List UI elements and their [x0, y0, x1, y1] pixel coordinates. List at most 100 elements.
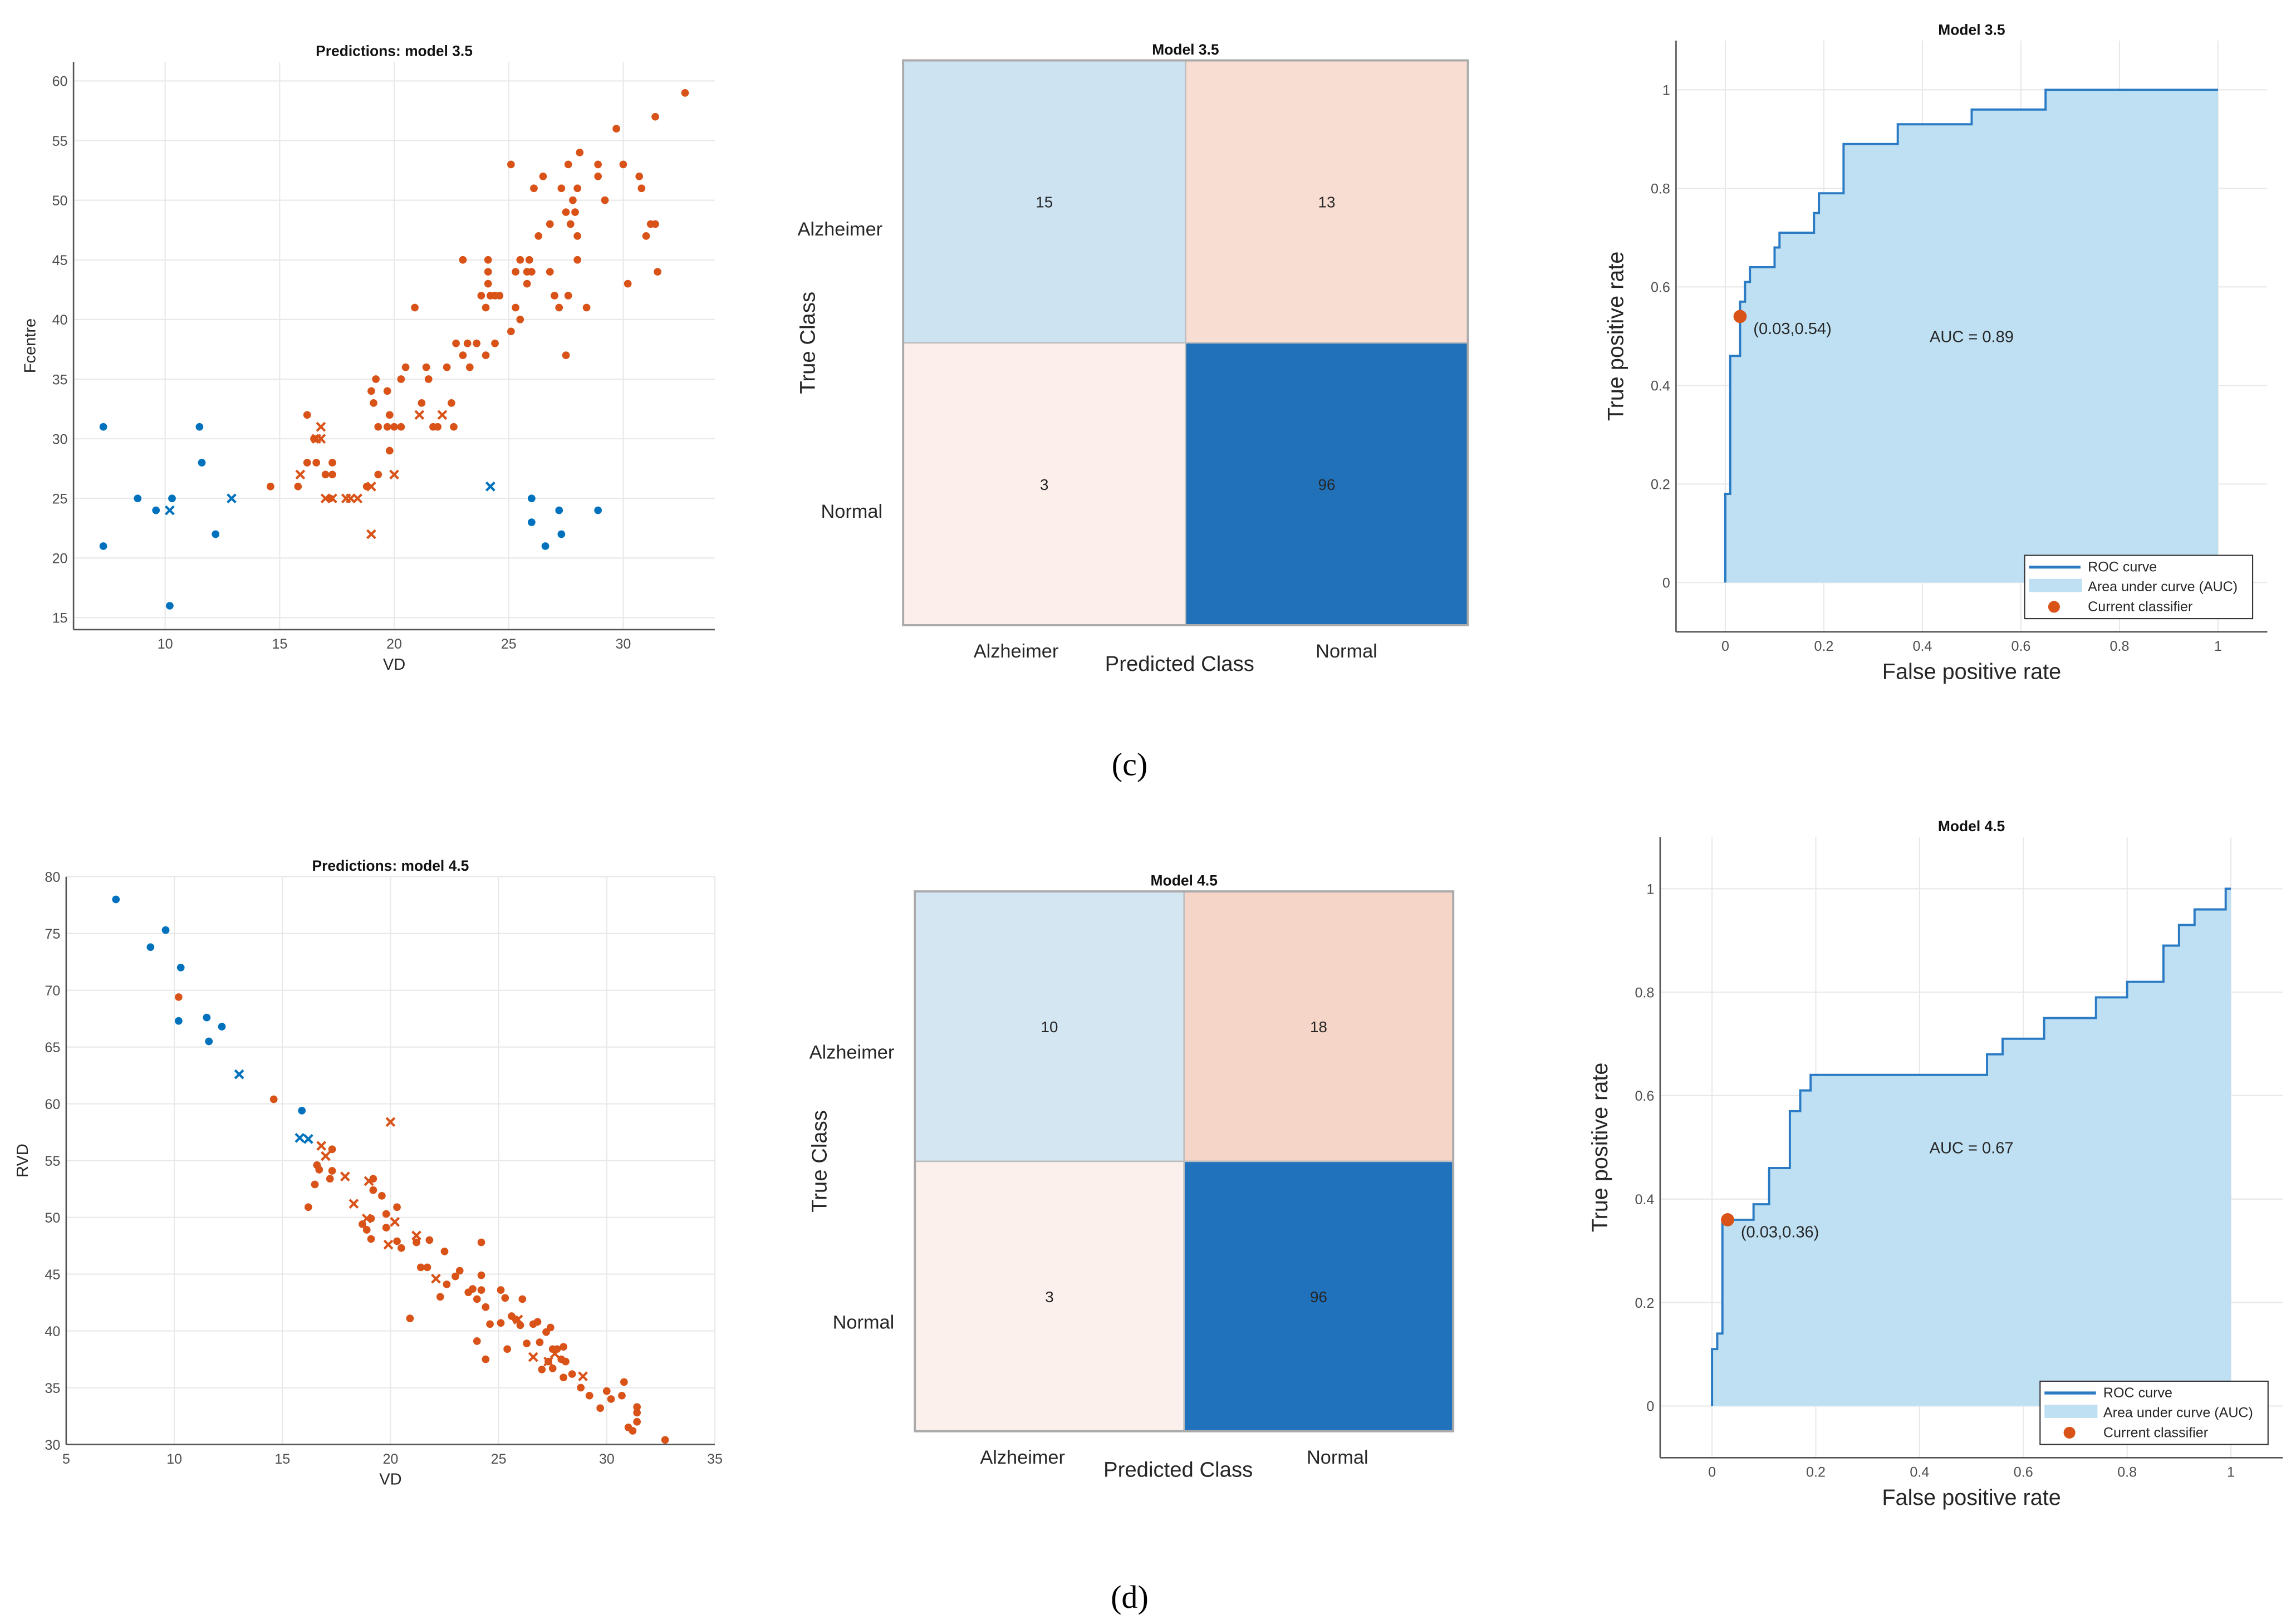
data-point-orange-correct — [473, 1295, 481, 1303]
y-tick-label: 50 — [52, 193, 68, 209]
data-point-orange-correct — [546, 220, 554, 228]
data-point-orange-correct — [681, 89, 689, 97]
data-point-orange-correct — [612, 125, 620, 133]
data-point-orange-misclassified — [385, 1117, 396, 1127]
y-tick-label: 0.6 — [1651, 280, 1670, 296]
x-tick-label: 15 — [274, 1451, 290, 1467]
roc45-chart: 0 0.2 0.4 0.6 0.8 1 0 0.2 0.4 0.6 0.8 1 Model 4.5 Fal… — [1588, 818, 2283, 1510]
data-point-orange-misclassified — [411, 1230, 421, 1241]
data-point-orange-correct — [477, 292, 485, 300]
data-point-orange-correct — [661, 1436, 669, 1444]
y-tick-label: 80 — [45, 870, 60, 885]
y-axis-label: True Class — [796, 292, 820, 394]
cell-value: 18 — [1310, 1018, 1327, 1036]
data-point-orange-correct — [328, 470, 336, 479]
data-point-orange-correct — [174, 993, 183, 1001]
chart-title: Model 4.5 — [1938, 818, 2005, 835]
data-point-orange-correct — [303, 411, 311, 419]
data-point-orange-correct — [651, 112, 659, 121]
data-point-orange-correct — [635, 172, 644, 180]
data-point-blue-correct — [152, 506, 160, 514]
data-point-orange-correct — [267, 482, 274, 490]
data-point-orange-correct — [536, 1338, 544, 1346]
x-axis-label: False positive rate — [1882, 659, 2061, 684]
data-point-orange-correct — [569, 196, 577, 204]
y-tick-label: 25 — [52, 491, 68, 507]
row-label: Alzheimer — [798, 219, 883, 240]
data-point-orange-correct — [564, 160, 572, 169]
classifier-label: (0.03,0.36) — [1741, 1224, 1819, 1242]
data-point-orange-misclassified — [578, 1371, 588, 1382]
data-point-blue-correct — [166, 602, 174, 610]
data-point-orange-correct — [620, 1378, 628, 1386]
data-point-orange-correct — [294, 482, 302, 490]
scatter35-chart: 10 15 20 25 30 15 20 25 30 35 40 45 50 55 60 Prediction… — [21, 43, 715, 674]
data-point-blue-misclassified — [303, 1134, 313, 1144]
data-point-orange-correct — [482, 303, 490, 312]
data-point-orange-correct — [530, 184, 538, 193]
data-point-blue-correct — [146, 943, 155, 951]
data-point-orange-correct — [501, 1294, 509, 1302]
data-point-orange-correct — [416, 1263, 425, 1272]
data-point-orange-correct — [576, 149, 584, 156]
cm45-chart: 10 18 3 96 Model 4.5 Alzheimer Normal Alzheimer… — [808, 872, 1455, 1482]
data-point-orange-correct — [651, 220, 659, 228]
data-point-orange-misclassified — [295, 469, 306, 480]
data-point-blue-correct — [298, 1107, 306, 1115]
x-tick-label: 0.8 — [2110, 639, 2130, 654]
data-point-orange-misclassified — [383, 1239, 394, 1250]
x-axis-label: Predicted Class — [1103, 1458, 1253, 1482]
data-point-orange-correct — [383, 423, 391, 431]
data-point-orange-correct — [312, 459, 321, 467]
data-point-orange-correct — [413, 1238, 420, 1247]
data-point-blue-correct — [99, 423, 107, 431]
data-point-orange-correct — [539, 172, 547, 180]
y-tick-label: 0.4 — [1635, 1192, 1654, 1208]
x-tick-label: 0.4 — [1910, 1465, 1929, 1480]
data-point-orange-correct — [497, 1319, 505, 1327]
data-point-orange-misclassified — [327, 493, 337, 504]
data-point-orange-correct — [619, 160, 627, 169]
data-point-orange-correct — [369, 1186, 377, 1194]
x-tick-label: 25 — [501, 636, 517, 652]
data-point-orange-correct — [568, 1370, 576, 1378]
data-point-orange-correct — [311, 1180, 319, 1189]
cell-value: 13 — [1318, 194, 1336, 211]
auc-area — [1725, 90, 2218, 583]
data-point-orange-correct — [557, 184, 566, 193]
data-point-orange-correct — [367, 1235, 375, 1243]
data-point-orange-correct — [484, 279, 492, 288]
data-point-orange-correct — [497, 1286, 505, 1294]
data-point-orange-correct — [372, 375, 380, 383]
x-tick-label: 20 — [386, 636, 402, 652]
y-axis-label: True Class — [808, 1110, 832, 1213]
data-point-orange-correct — [527, 268, 536, 276]
legend-auc-swatch — [2044, 1405, 2098, 1418]
data-point-orange-correct — [573, 184, 582, 193]
chart-title: Predictions: model 4.5 — [312, 857, 469, 874]
data-point-blue-misclassified — [234, 1069, 244, 1080]
data-point-orange-correct — [602, 1387, 611, 1395]
legend-classifier-swatch — [2063, 1426, 2076, 1439]
data-point-orange-misclassified — [366, 481, 376, 492]
y-tick-label: 55 — [45, 1154, 60, 1169]
data-point-orange-correct — [463, 339, 472, 347]
data-point-blue-correct — [99, 542, 107, 550]
data-point-orange-correct — [654, 268, 661, 276]
matrix-cell — [902, 342, 1186, 626]
legend-entry: ROC curve — [2103, 1385, 2172, 1401]
caption-c: (c) — [1112, 746, 1148, 782]
matrix-cell — [1185, 342, 1469, 626]
data-point-orange-correct — [546, 1323, 555, 1332]
data-point-orange-correct — [512, 303, 519, 312]
auc-label: AUC = 0.67 — [1930, 1139, 2014, 1157]
caption-d: (d) — [1111, 1579, 1149, 1615]
x-tick-label: 0 — [1721, 639, 1729, 654]
data-point-orange-correct — [393, 1203, 401, 1211]
data-point-blue-correct — [555, 506, 563, 514]
data-point-orange-misclassified — [550, 1348, 560, 1359]
data-point-orange-correct — [362, 1226, 371, 1234]
data-point-orange-correct — [562, 351, 570, 360]
x-tick-label: 30 — [599, 1451, 615, 1467]
roc-curve — [1724, 89, 2218, 583]
